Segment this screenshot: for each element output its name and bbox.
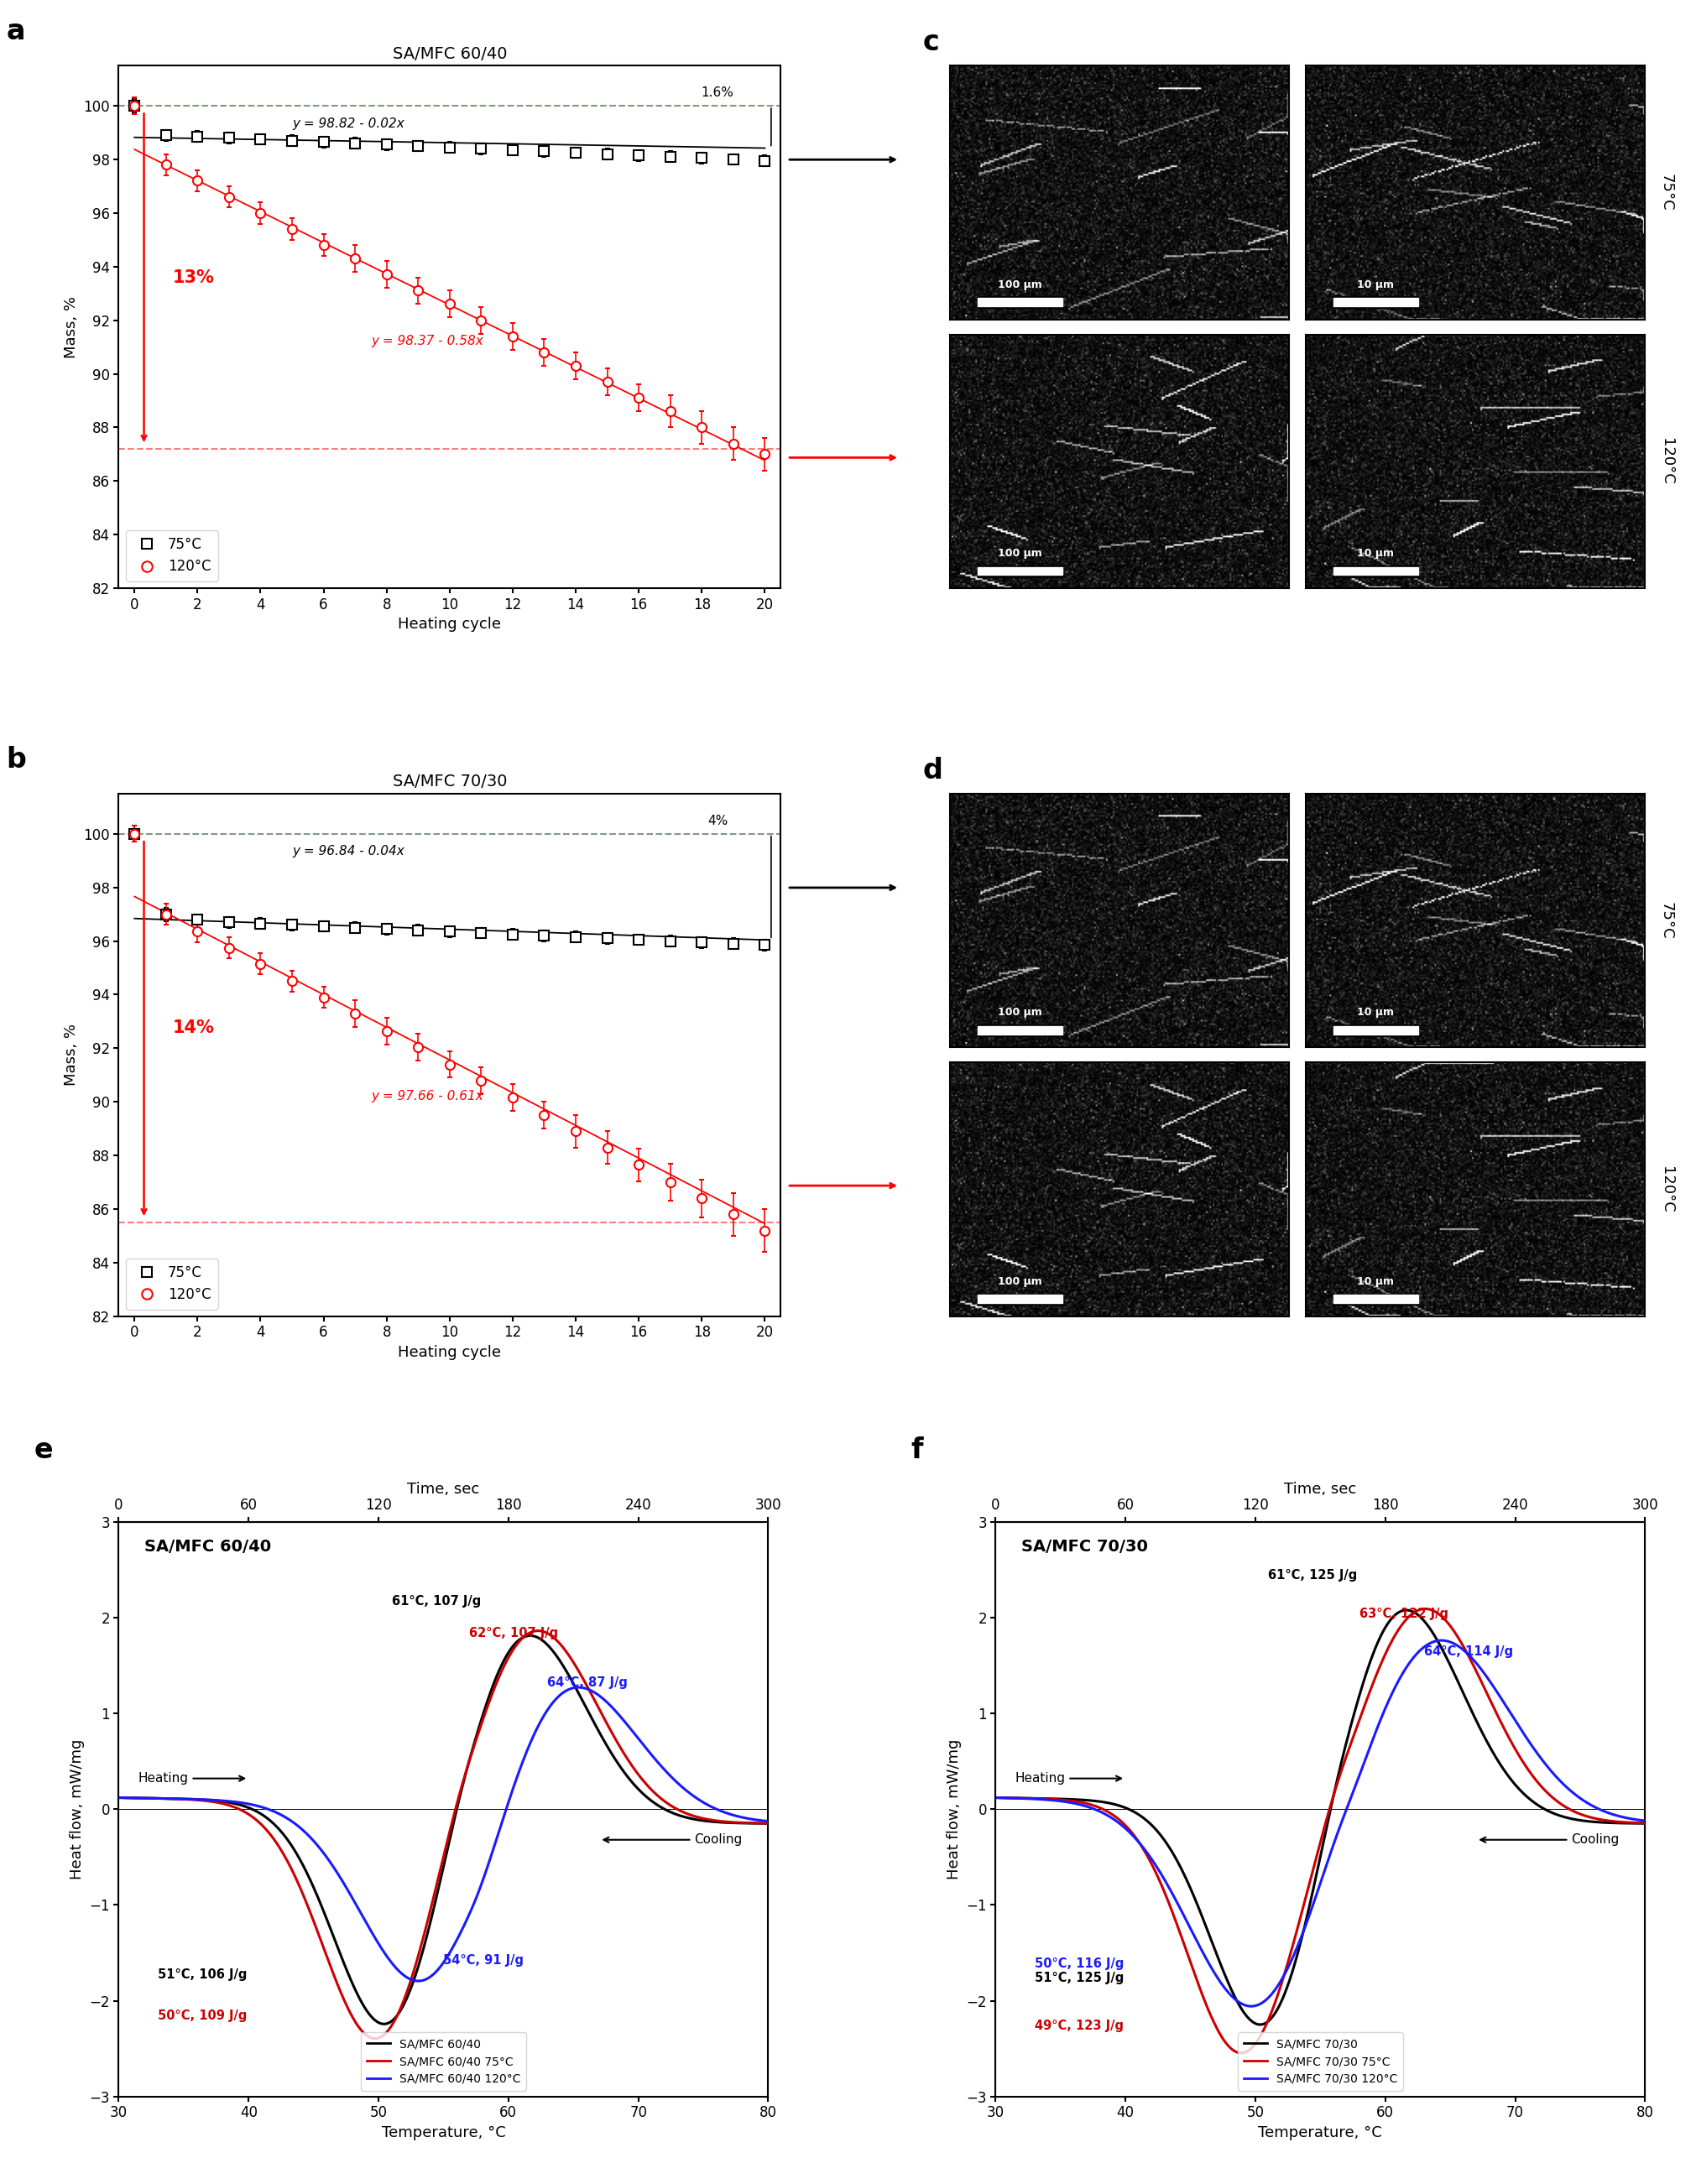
Text: 120°C: 120°C	[1659, 1166, 1674, 1212]
Text: 51°C, 106 J/g: 51°C, 106 J/g	[158, 1968, 248, 1981]
Text: 4%: 4%	[707, 815, 728, 828]
Y-axis label: Heat flow, mW/mg: Heat flow, mW/mg	[70, 1738, 85, 1880]
Legend: 75°C, 120°C: 75°C, 120°C	[126, 1258, 219, 1310]
Text: 100 μm: 100 μm	[997, 1007, 1041, 1018]
Bar	[1333, 297, 1418, 306]
Text: Heating: Heating	[137, 1771, 244, 1784]
Text: 100 μm: 100 μm	[997, 280, 1041, 290]
Title: SA/MFC 70/30: SA/MFC 70/30	[392, 773, 507, 791]
Text: b: b	[7, 745, 25, 773]
Text: 13%: 13%	[173, 269, 214, 286]
Bar	[977, 1293, 1062, 1304]
Text: 10 μm: 10 μm	[1357, 280, 1394, 290]
Text: 50°C, 109 J/g: 50°C, 109 J/g	[158, 2009, 248, 2022]
Y-axis label: Mass, %: Mass, %	[64, 1024, 78, 1085]
Bar	[1333, 1295, 1418, 1304]
Text: 64°C, 87 J/g: 64°C, 87 J/g	[548, 1677, 628, 1688]
Text: y = 97.66 - 0.61x: y = 97.66 - 0.61x	[371, 1090, 483, 1103]
Text: SA/MFC 70/30: SA/MFC 70/30	[1021, 1540, 1148, 1555]
Bar	[977, 297, 1062, 308]
Text: 10 μm: 10 μm	[1357, 1007, 1394, 1018]
Text: SA/MFC 60/40: SA/MFC 60/40	[144, 1540, 271, 1555]
Text: 10 μm: 10 μm	[1357, 548, 1394, 559]
Y-axis label: Heat flow, mW/mg: Heat flow, mW/mg	[946, 1738, 962, 1880]
Text: 75°C: 75°C	[1659, 175, 1674, 212]
Y-axis label: Mass, %: Mass, %	[64, 295, 78, 358]
Bar	[1333, 1024, 1418, 1035]
Title: SA/MFC 60/40: SA/MFC 60/40	[392, 46, 507, 61]
Legend: 75°C, 120°C: 75°C, 120°C	[126, 531, 219, 581]
Bar	[1333, 568, 1418, 574]
Bar	[977, 297, 1062, 306]
Text: 49°C, 123 J/g: 49°C, 123 J/g	[1035, 2020, 1123, 2031]
Text: 14%: 14%	[173, 1020, 214, 1037]
X-axis label: Time, sec: Time, sec	[407, 1481, 480, 1496]
Bar	[977, 1295, 1062, 1304]
Bar	[1333, 1026, 1418, 1035]
Text: 61°C, 107 J/g: 61°C, 107 J/g	[392, 1594, 480, 1607]
Bar	[977, 568, 1062, 574]
Bar	[1333, 297, 1418, 308]
Text: y = 96.84 - 0.04x: y = 96.84 - 0.04x	[292, 845, 404, 858]
Text: 64°C, 114 J/g: 64°C, 114 J/g	[1425, 1647, 1513, 1658]
Text: 61°C, 125 J/g: 61°C, 125 J/g	[1269, 1568, 1357, 1581]
Text: 54°C, 91 J/g: 54°C, 91 J/g	[443, 1955, 524, 1968]
X-axis label: Heating cycle: Heating cycle	[399, 1345, 502, 1361]
Bar	[1333, 1293, 1418, 1304]
Text: Heating: Heating	[1016, 1771, 1121, 1784]
Text: y = 98.37 - 0.58x: y = 98.37 - 0.58x	[371, 334, 483, 347]
Bar	[1333, 566, 1418, 577]
Text: Cooling: Cooling	[1481, 1835, 1620, 1845]
Legend: SA/MFC 60/40, SA/MFC 60/40 75°C, SA/MFC 60/40 120°C: SA/MFC 60/40, SA/MFC 60/40 75°C, SA/MFC …	[361, 2033, 526, 2090]
Text: f: f	[911, 1437, 923, 1463]
Text: 100 μm: 100 μm	[997, 1275, 1041, 1286]
Text: 10 μm: 10 μm	[1357, 1275, 1394, 1286]
Text: 62°C, 107 J/g: 62°C, 107 J/g	[470, 1627, 558, 1640]
Bar	[977, 1024, 1062, 1035]
Bar	[977, 566, 1062, 577]
Text: 50°C, 116 J/g: 50°C, 116 J/g	[1035, 1957, 1124, 1970]
Bar	[977, 1026, 1062, 1035]
X-axis label: Temperature, °C: Temperature, °C	[382, 2125, 505, 2140]
Legend: SA/MFC 70/30, SA/MFC 70/30 75°C, SA/MFC 70/30 120°C: SA/MFC 70/30, SA/MFC 70/30 75°C, SA/MFC …	[1238, 2033, 1403, 2090]
Text: 1.6%: 1.6%	[700, 87, 734, 98]
Text: 51°C, 125 J/g: 51°C, 125 J/g	[1035, 1972, 1124, 1983]
X-axis label: Heating cycle: Heating cycle	[399, 616, 502, 631]
Text: y = 98.82 - 0.02x: y = 98.82 - 0.02x	[292, 118, 404, 129]
Text: d: d	[923, 756, 943, 784]
X-axis label: Time, sec: Time, sec	[1284, 1481, 1357, 1496]
Text: 63°C, 122 J/g: 63°C, 122 J/g	[1358, 1607, 1448, 1621]
Text: Cooling: Cooling	[604, 1835, 743, 1845]
Text: e: e	[34, 1437, 53, 1463]
Text: c: c	[923, 28, 940, 57]
Text: 75°C: 75°C	[1659, 902, 1674, 939]
Text: 120°C: 120°C	[1659, 439, 1674, 485]
Text: a: a	[7, 17, 25, 46]
X-axis label: Temperature, °C: Temperature, °C	[1258, 2125, 1382, 2140]
Text: 100 μm: 100 μm	[997, 548, 1041, 559]
